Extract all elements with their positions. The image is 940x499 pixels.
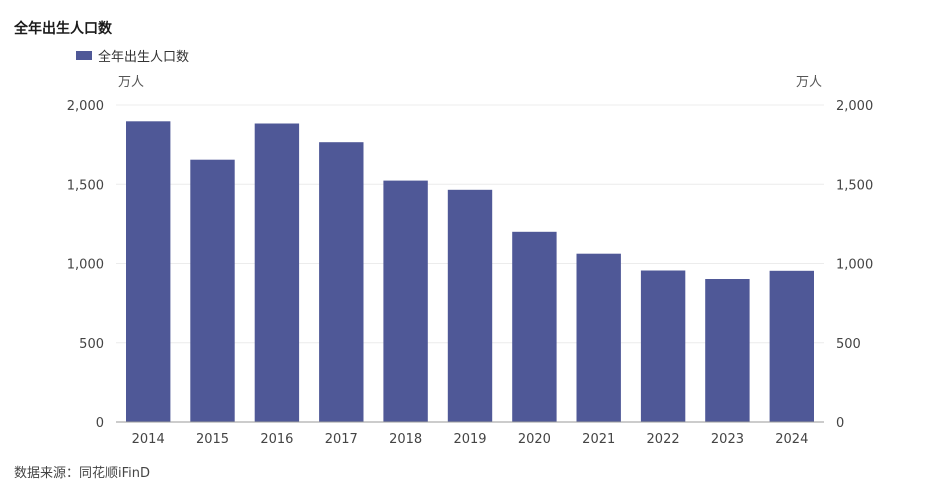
x-tick-label: 2021 <box>582 432 615 447</box>
bar-2017 <box>319 142 364 422</box>
legend-swatch <box>76 51 92 60</box>
y-tick-label-left: 500 <box>79 337 104 352</box>
y-tick-label-left: 2,000 <box>67 99 104 114</box>
left-axis-unit: 万人 <box>118 75 145 90</box>
y-tick-label-right: 2,000 <box>836 99 873 114</box>
x-tick-label: 2022 <box>647 432 680 447</box>
y-tick-label-left: 1,500 <box>67 178 104 193</box>
bar-2019 <box>447 189 493 422</box>
y-tick-label-right: 1,000 <box>836 258 873 273</box>
chart-title: 全年出生人口数 <box>14 21 112 37</box>
right-axis-unit: 万人 <box>796 75 823 90</box>
y-tick-label-left: 1,000 <box>67 258 104 273</box>
legend-label: 全年出生人口数 <box>98 50 190 65</box>
x-tick-label: 2020 <box>518 432 551 447</box>
y-tick-label-right: 0 <box>836 416 844 431</box>
y-tick-label-left: 0 <box>96 416 104 431</box>
x-tick-label: 2024 <box>775 432 808 447</box>
x-tick-label: 2014 <box>132 432 165 447</box>
x-tick-label: 2015 <box>196 432 229 447</box>
legend: 全年出生人口数 <box>76 46 189 65</box>
data-source-note: 数据来源：同花顺iFinD <box>14 466 151 481</box>
y-tick-label-right: 500 <box>836 337 861 352</box>
bar-2016 <box>254 123 300 422</box>
y-tick-label-right: 1,500 <box>836 178 873 193</box>
x-tick-label: 2017 <box>325 432 358 447</box>
bar-2020 <box>512 231 557 422</box>
bar-2023 <box>705 279 750 422</box>
bar-2021 <box>576 253 621 422</box>
x-tick-label: 2023 <box>711 432 744 447</box>
bar-2024 <box>769 270 814 422</box>
x-tick-label: 2016 <box>260 432 293 447</box>
bar-2015 <box>190 159 235 422</box>
x-tick-label: 2019 <box>453 432 486 447</box>
bar-2022 <box>640 270 686 422</box>
bar-2018 <box>383 180 428 422</box>
bar-2014 <box>126 121 171 423</box>
x-tick-label: 2018 <box>389 432 422 447</box>
